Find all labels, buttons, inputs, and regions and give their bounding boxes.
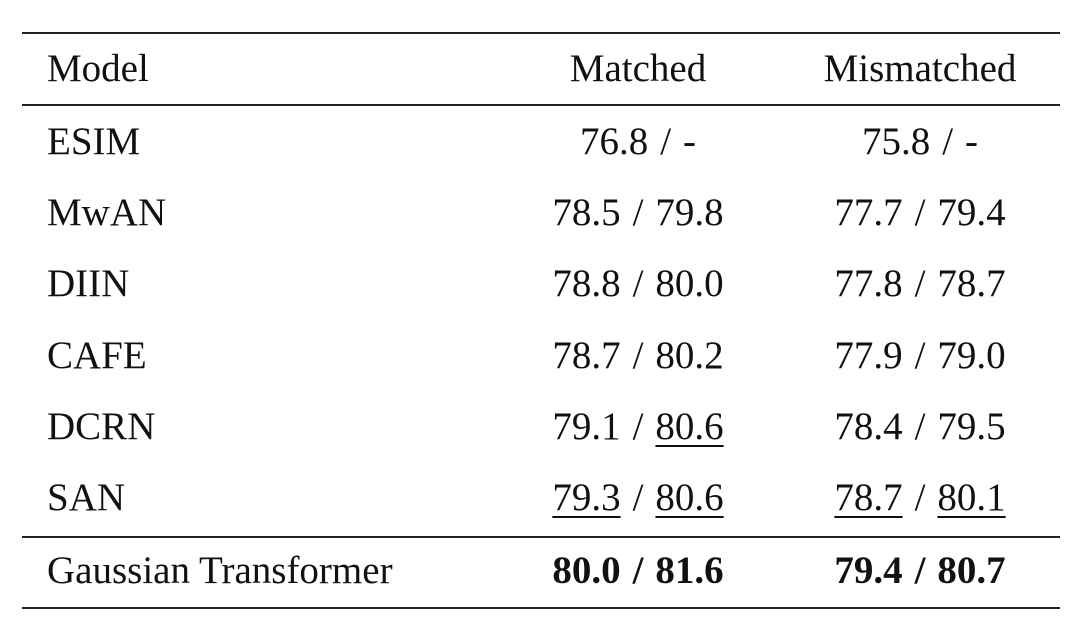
- matched-cell: 78.7 / 80.2: [508, 331, 768, 381]
- score-part: /: [914, 549, 926, 592]
- score-part: /: [632, 334, 644, 377]
- score-part: 75.8: [861, 120, 931, 163]
- model-name: CAFE: [47, 334, 147, 377]
- matched-cell: 76.8 /-: [508, 117, 768, 167]
- score-part: /: [914, 191, 926, 234]
- matched-cell: 78.5 / 79.8: [508, 188, 768, 238]
- score-part: 78.4: [834, 405, 903, 448]
- mismatched-cell: 78.7 / 80.1: [790, 473, 1050, 523]
- score-part: 79.5: [937, 405, 1006, 448]
- score-part: /: [632, 476, 644, 519]
- mismatched-cell: 77.7 / 79.4: [790, 188, 1050, 238]
- model-name: SAN: [47, 476, 126, 519]
- score-part: 77.7: [834, 191, 903, 234]
- column-header: Matched: [569, 47, 707, 90]
- score-part: 79.4: [834, 549, 903, 592]
- mismatched-cell: 77.8 / 78.7: [790, 259, 1050, 309]
- score-part: 78.7: [552, 334, 621, 377]
- model-name: MwAN: [47, 191, 167, 234]
- score-part: 80.7: [937, 549, 1006, 592]
- score-part: 80.2: [655, 334, 724, 377]
- score-part: 79.1: [552, 405, 621, 448]
- score-part: 80.6: [655, 405, 724, 448]
- score-part: 77.9: [834, 334, 903, 377]
- mid-rule: [22, 536, 1060, 538]
- matched-cell: 80.0 / 81.6: [508, 546, 768, 596]
- mismatched-cell: 75.8 /-: [790, 117, 1050, 167]
- mismatched-cell: 78.4 / 79.5: [790, 402, 1050, 452]
- mismatched-cell: 77.9 / 79.0: [790, 331, 1050, 381]
- score-part: 78.7: [937, 262, 1006, 305]
- top-rule: [22, 32, 1060, 34]
- score-part: /: [914, 476, 926, 519]
- score-part: /: [942, 120, 954, 163]
- score-part: 77.8: [834, 262, 903, 305]
- score-part: 81.6: [655, 549, 724, 592]
- score-part: 79.4: [937, 191, 1006, 234]
- score-part: -: [965, 120, 979, 163]
- matched-cell: 79.3 / 80.6: [508, 473, 768, 523]
- score-part: 79.3: [552, 476, 621, 519]
- matched-cell: 79.1 / 80.6: [508, 402, 768, 452]
- score-part: -: [683, 120, 697, 163]
- score-part: /: [632, 405, 644, 448]
- model-name: Gaussian Transformer: [47, 549, 393, 592]
- score-part: 80.0: [655, 262, 724, 305]
- score-part: 78.7: [834, 476, 903, 519]
- score-part: /: [914, 334, 926, 377]
- score-part: /: [914, 405, 926, 448]
- score-part: 80.6: [655, 476, 724, 519]
- model-name: DIIN: [47, 262, 130, 305]
- score-part: 79.0: [937, 334, 1006, 377]
- score-part: 76.8: [579, 120, 649, 163]
- model-name: ESIM: [47, 120, 141, 163]
- score-part: /: [632, 549, 644, 592]
- score-part: /: [632, 262, 644, 305]
- score-part: 80.1: [937, 476, 1006, 519]
- score-part: /: [632, 191, 644, 234]
- header-rule: [22, 104, 1060, 106]
- matched-cell: 78.8 / 80.0: [508, 259, 768, 309]
- score-part: 79.8: [655, 191, 724, 234]
- score-part: 78.5: [552, 191, 621, 234]
- score-part: /: [660, 120, 672, 163]
- bottom-rule: [22, 607, 1060, 609]
- model-name: DCRN: [47, 405, 156, 448]
- score-part: 78.8: [552, 262, 621, 305]
- score-part: /: [914, 262, 926, 305]
- column-header: Model: [47, 47, 149, 90]
- score-part: 80.0: [552, 549, 621, 592]
- mismatched-cell: 79.4 / 80.7: [790, 546, 1050, 596]
- column-header: Mismatched: [823, 47, 1017, 90]
